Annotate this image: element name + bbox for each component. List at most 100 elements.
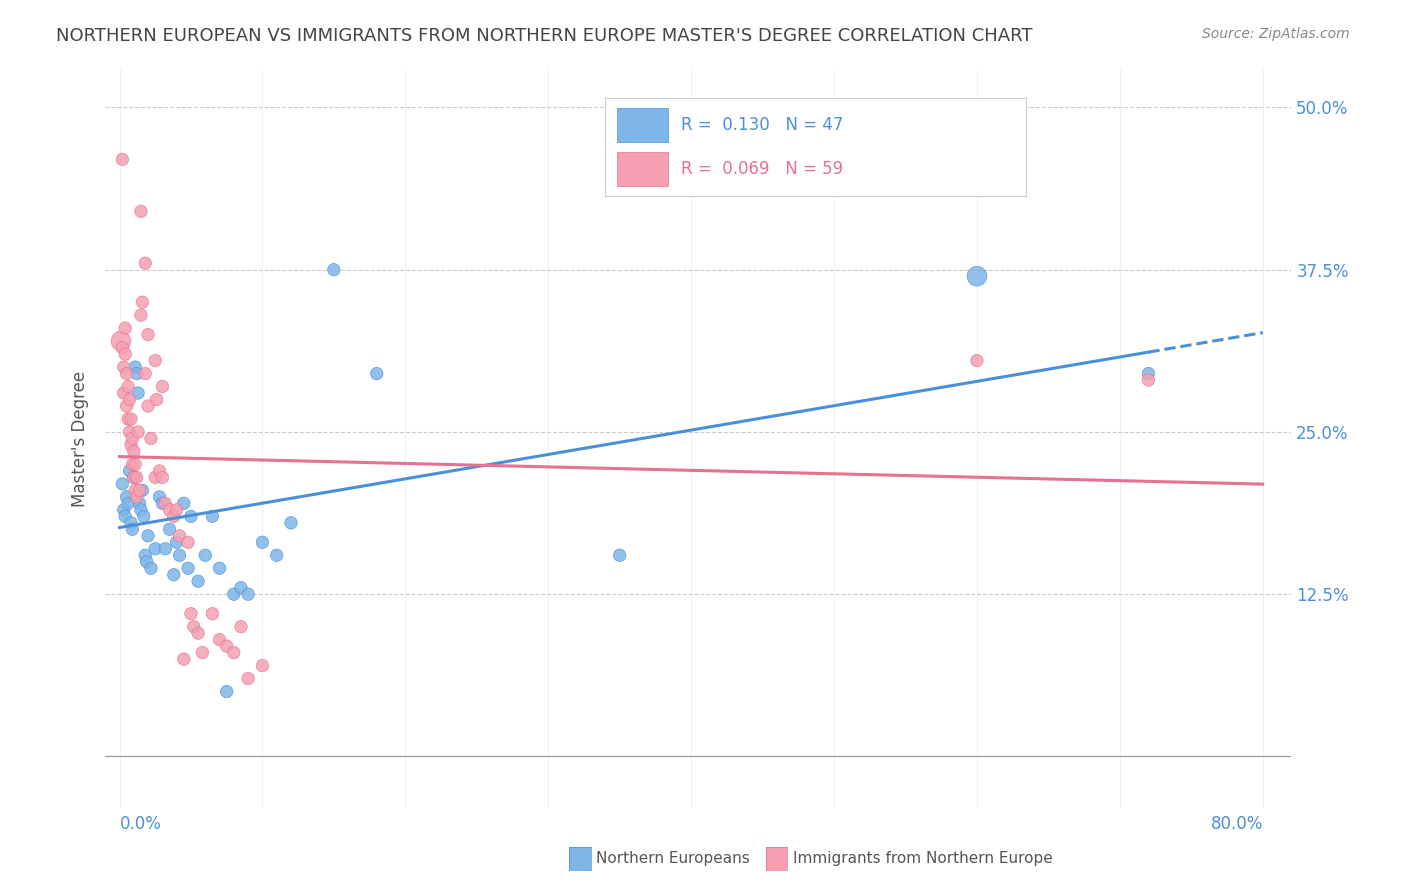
Point bbox=[121, 522, 143, 536]
Point bbox=[169, 548, 191, 562]
Point bbox=[120, 438, 142, 452]
Point bbox=[120, 516, 142, 530]
Point bbox=[208, 561, 231, 575]
Point bbox=[180, 509, 202, 524]
Point bbox=[136, 399, 159, 413]
Point bbox=[173, 652, 195, 666]
Point bbox=[208, 632, 231, 647]
Point bbox=[222, 646, 245, 660]
Point bbox=[124, 483, 146, 498]
Text: Immigrants from Northern Europe: Immigrants from Northern Europe bbox=[793, 851, 1053, 865]
Point bbox=[129, 308, 152, 322]
Point bbox=[127, 425, 149, 439]
Point bbox=[139, 432, 162, 446]
Point bbox=[236, 672, 259, 686]
Point bbox=[124, 360, 146, 375]
Point bbox=[120, 412, 142, 426]
Point bbox=[122, 470, 145, 484]
Point bbox=[150, 496, 173, 510]
Point bbox=[121, 458, 143, 472]
Point bbox=[150, 379, 173, 393]
Point bbox=[112, 503, 135, 517]
Bar bbox=[617, 108, 668, 142]
Point bbox=[155, 541, 177, 556]
Bar bbox=[617, 152, 668, 186]
Point bbox=[191, 646, 214, 660]
Point bbox=[143, 541, 166, 556]
Point bbox=[136, 327, 159, 342]
Point bbox=[163, 567, 186, 582]
Point bbox=[173, 496, 195, 510]
Point bbox=[139, 561, 162, 575]
Point bbox=[187, 626, 209, 640]
Point bbox=[111, 341, 134, 355]
Point bbox=[115, 367, 138, 381]
Point bbox=[177, 561, 200, 575]
Point bbox=[229, 620, 252, 634]
Point bbox=[166, 535, 188, 549]
Point bbox=[322, 262, 344, 277]
Point bbox=[966, 353, 988, 368]
Point bbox=[117, 379, 139, 393]
Y-axis label: Master's Degree: Master's Degree bbox=[72, 370, 89, 507]
Point bbox=[117, 412, 139, 426]
Point bbox=[222, 587, 245, 601]
Text: R =  0.130   N = 47: R = 0.130 N = 47 bbox=[681, 116, 842, 134]
Point bbox=[136, 529, 159, 543]
Point bbox=[117, 496, 139, 510]
Point bbox=[115, 399, 138, 413]
Point bbox=[163, 509, 186, 524]
Point bbox=[125, 470, 148, 484]
Point bbox=[131, 295, 153, 310]
Point bbox=[166, 503, 188, 517]
Point bbox=[134, 256, 156, 270]
Point bbox=[118, 425, 141, 439]
Point bbox=[159, 522, 181, 536]
Text: Northern Europeans: Northern Europeans bbox=[596, 851, 749, 865]
Point bbox=[125, 490, 148, 504]
Point bbox=[118, 392, 141, 407]
Point bbox=[229, 581, 252, 595]
Point bbox=[110, 334, 132, 348]
Point bbox=[128, 483, 150, 498]
Point bbox=[180, 607, 202, 621]
Point bbox=[143, 470, 166, 484]
Point bbox=[134, 548, 156, 562]
Point bbox=[1137, 367, 1160, 381]
Point bbox=[609, 548, 631, 562]
Point bbox=[129, 204, 152, 219]
Point bbox=[280, 516, 302, 530]
Point bbox=[155, 496, 177, 510]
Point bbox=[366, 367, 388, 381]
Point bbox=[112, 386, 135, 401]
Point bbox=[252, 658, 274, 673]
Point bbox=[148, 464, 170, 478]
Point bbox=[124, 458, 146, 472]
Point bbox=[187, 574, 209, 589]
Point bbox=[177, 535, 200, 549]
Point bbox=[266, 548, 288, 562]
Point bbox=[159, 503, 181, 517]
Point bbox=[114, 347, 136, 361]
Point bbox=[128, 496, 150, 510]
Text: 0.0%: 0.0% bbox=[120, 815, 162, 833]
Point bbox=[127, 386, 149, 401]
Point bbox=[236, 587, 259, 601]
Point bbox=[122, 444, 145, 458]
Point bbox=[215, 684, 238, 698]
Point bbox=[111, 476, 134, 491]
Point bbox=[114, 509, 136, 524]
Text: R =  0.069   N = 59: R = 0.069 N = 59 bbox=[681, 160, 842, 178]
Point bbox=[118, 464, 141, 478]
Point bbox=[135, 555, 157, 569]
Text: 80.0%: 80.0% bbox=[1211, 815, 1263, 833]
Point bbox=[150, 470, 173, 484]
Point bbox=[122, 470, 145, 484]
Point bbox=[125, 367, 148, 381]
Text: Source: ZipAtlas.com: Source: ZipAtlas.com bbox=[1202, 27, 1350, 41]
Point bbox=[121, 432, 143, 446]
Point bbox=[966, 269, 988, 284]
Point bbox=[145, 392, 167, 407]
Point bbox=[201, 509, 224, 524]
Point bbox=[143, 353, 166, 368]
